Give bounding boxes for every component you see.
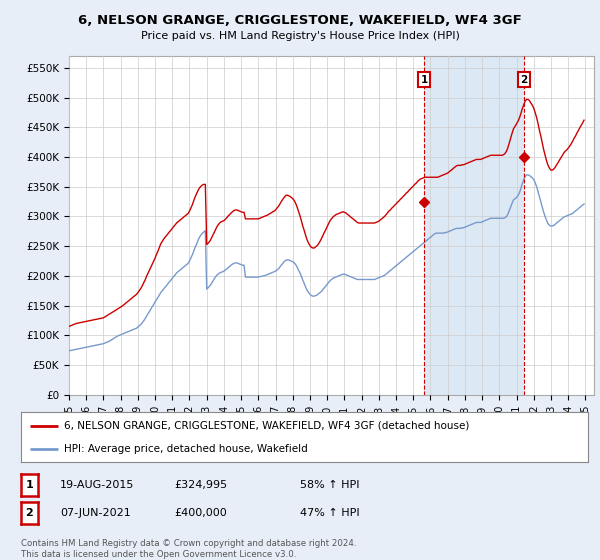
Bar — [424, 56, 524, 395]
Text: 2: 2 — [26, 508, 33, 518]
Text: £324,995: £324,995 — [174, 480, 227, 490]
Text: 1: 1 — [26, 480, 33, 490]
Text: HPI: Average price, detached house, Wakefield: HPI: Average price, detached house, Wake… — [64, 444, 307, 454]
Text: 19-AUG-2015: 19-AUG-2015 — [60, 480, 134, 490]
Text: £400,000: £400,000 — [174, 508, 227, 518]
Text: Price paid vs. HM Land Registry's House Price Index (HPI): Price paid vs. HM Land Registry's House … — [140, 31, 460, 41]
Text: 07-JUN-2021: 07-JUN-2021 — [60, 508, 131, 518]
Text: 47% ↑ HPI: 47% ↑ HPI — [300, 508, 359, 518]
Text: 2: 2 — [520, 74, 527, 85]
Text: 6, NELSON GRANGE, CRIGGLESTONE, WAKEFIELD, WF4 3GF (detached house): 6, NELSON GRANGE, CRIGGLESTONE, WAKEFIEL… — [64, 421, 469, 431]
Text: 6, NELSON GRANGE, CRIGGLESTONE, WAKEFIELD, WF4 3GF: 6, NELSON GRANGE, CRIGGLESTONE, WAKEFIEL… — [78, 14, 522, 27]
Text: 1: 1 — [421, 74, 428, 85]
Text: Contains HM Land Registry data © Crown copyright and database right 2024.
This d: Contains HM Land Registry data © Crown c… — [21, 539, 356, 559]
Text: 58% ↑ HPI: 58% ↑ HPI — [300, 480, 359, 490]
